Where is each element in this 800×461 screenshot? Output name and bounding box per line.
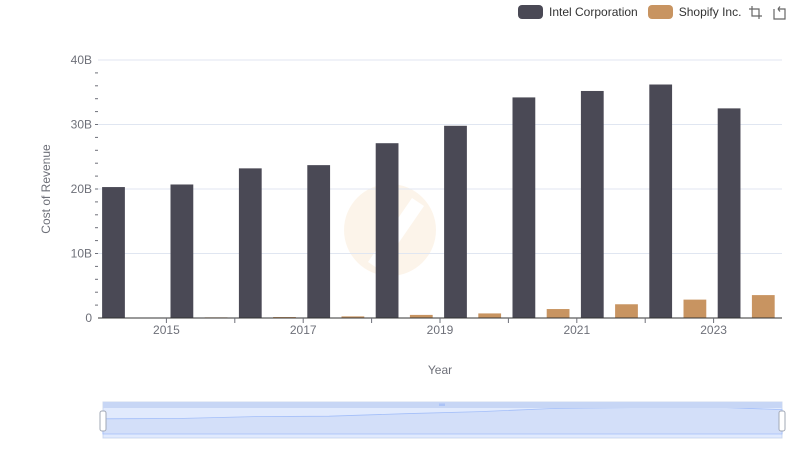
y-tick-label: 30B (71, 118, 92, 132)
legend-swatch-intel (518, 5, 543, 19)
bar-shopify-2019 (478, 313, 502, 318)
bar-intel-2019 (444, 125, 467, 318)
data-zoom-left-handle[interactable] (99, 410, 107, 432)
legend-swatch-shopify (647, 5, 673, 19)
bar-shopify-2020 (546, 309, 570, 318)
data-zoom-slider[interactable] (99, 401, 786, 439)
x-tick-label: 2017 (290, 323, 317, 337)
y-tick-label: 20B (71, 182, 92, 196)
bar-intel-2022 (649, 84, 673, 318)
x-tick-label: 2019 (427, 323, 454, 337)
bar-intel-2016 (238, 168, 262, 318)
y-axis-ticks: 0 10B 20B 30B 40B (71, 53, 93, 325)
zoom-icon[interactable] (748, 5, 763, 20)
y-tick-label: 0 (85, 311, 92, 325)
bar-shopify-2022 (683, 299, 707, 318)
bar-shopify-2017 (341, 316, 365, 318)
data-zoom-move-handle-icon[interactable] (439, 403, 445, 407)
restore-icon[interactable] (771, 5, 786, 20)
bar-shopify-2023 (751, 295, 775, 318)
bar-intel-2023 (717, 108, 741, 318)
y-tick-label: 10B (71, 247, 92, 261)
x-tick-label: 2023 (700, 323, 727, 337)
data-zoom-right-handle[interactable] (778, 410, 786, 432)
legend-item-intel[interactable]: Intel Corporation (518, 5, 638, 19)
legend-label-intel: Intel Corporation (549, 5, 638, 19)
data-zoom-preview-area (102, 406, 783, 435)
toolbox (748, 5, 786, 20)
legend: Intel Corporation Shopify Inc. (518, 3, 751, 21)
bars (102, 84, 775, 319)
y-tick-label: 40B (71, 53, 92, 67)
grid-lines (98, 59, 782, 254)
legend-label-shopify: Shopify Inc. (678, 5, 742, 19)
bar-intel-2018 (375, 143, 399, 318)
x-axis-label: Year (428, 363, 452, 377)
legend-item-shopify[interactable]: Shopify Inc. (647, 5, 742, 19)
x-axis-ticks: 2015 2017 2019 2021 2023 (153, 318, 727, 337)
y-minor-ticks (95, 72, 98, 306)
bar-intel-2020 (512, 97, 536, 318)
bar-intel-2017 (307, 165, 331, 318)
x-tick-label: 2021 (563, 323, 590, 337)
bar-shopify-2021 (615, 304, 638, 318)
bar-intel-2014 (102, 187, 125, 318)
bar-intel-2015 (170, 184, 194, 318)
bar-intel-2021 (580, 90, 604, 319)
x-tick-label: 2015 (153, 323, 180, 337)
bar-shopify-2018 (409, 314, 433, 318)
y-axis-label: Cost of Revenue (39, 144, 53, 234)
